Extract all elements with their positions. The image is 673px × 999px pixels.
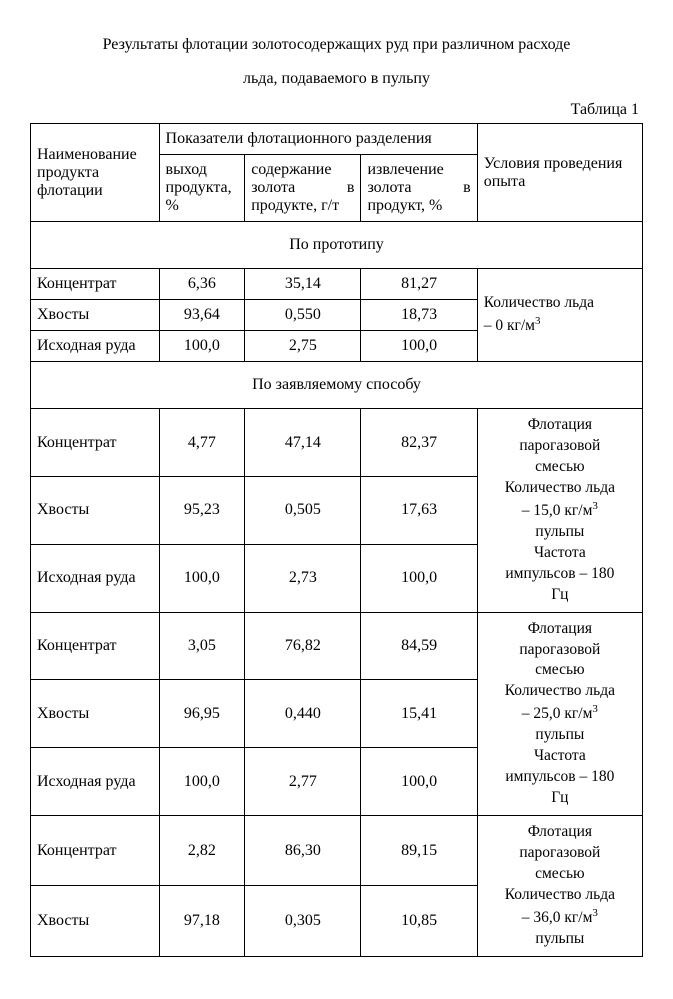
section-claimed: По заявляемому способу — [31, 362, 643, 409]
cell-content: 0,305 — [245, 886, 361, 956]
cell-yield: 93,64 — [159, 300, 245, 331]
cell-conditions: Флотация парогазовой смесью Количество л… — [477, 816, 642, 957]
cell-content: 86,30 — [245, 816, 361, 886]
cell-yield: 3,05 — [159, 612, 245, 680]
header-product-name: Наименование продукта флотации — [31, 124, 160, 222]
cell-product: Хвосты — [31, 300, 160, 331]
cell-yield: 4,77 — [159, 409, 245, 477]
cell-recovery: 81,27 — [361, 269, 477, 300]
cell-yield: 95,23 — [159, 477, 245, 545]
cell-product: Исходная руда — [31, 748, 160, 816]
header-indicators: Показатели флотационного разделения — [159, 124, 477, 155]
cell-content: 2,75 — [245, 331, 361, 362]
cell-product: Хвосты — [31, 886, 160, 956]
flotation-results-table: Наименование продукта флотации Показател… — [30, 123, 643, 957]
cell-content: 47,14 — [245, 409, 361, 477]
cell-product: Исходная руда — [31, 331, 160, 362]
table-row: Концентрат 4,77 47,14 82,37 Флотация пар… — [31, 409, 643, 477]
page-title: Результаты флотации золотосодержащих руд… — [30, 28, 643, 95]
cell-content: 2,73 — [245, 544, 361, 612]
cell-yield: 100,0 — [159, 331, 245, 362]
cell-yield: 100,0 — [159, 544, 245, 612]
header-content: содержание золота в продукте, г/т — [245, 155, 361, 222]
cell-content: 2,77 — [245, 748, 361, 816]
cell-content: 0,505 — [245, 477, 361, 545]
cell-recovery: 18,73 — [361, 300, 477, 331]
cell-product: Исходная руда — [31, 544, 160, 612]
cell-content: 0,440 — [245, 680, 361, 748]
cell-recovery: 89,15 — [361, 816, 477, 886]
section-prototype-label: По прототипу — [31, 222, 643, 269]
cell-yield: 2,82 — [159, 816, 245, 886]
cell-yield: 96,95 — [159, 680, 245, 748]
table-row: Концентрат 2,82 86,30 89,15 Флотация пар… — [31, 816, 643, 886]
table-label: Таблица 1 — [30, 101, 643, 119]
cell-product: Концентрат — [31, 816, 160, 886]
title-line-2: льда, подаваемого в пульпу — [243, 70, 430, 87]
cell-conditions: Флотация парогазовой смесью Количество л… — [477, 612, 642, 815]
header-recovery: извлечение золота в продукт, % — [361, 155, 477, 222]
cell-product: Хвосты — [31, 680, 160, 748]
cell-recovery: 84,59 — [361, 612, 477, 680]
cell-conditions: Флотация парогазовой смесью Количество л… — [477, 409, 642, 612]
cell-product: Концентрат — [31, 409, 160, 477]
cell-recovery: 100,0 — [361, 748, 477, 816]
cell-yield: 97,18 — [159, 886, 245, 956]
cell-recovery: 15,41 — [361, 680, 477, 748]
cell-product: Концентрат — [31, 269, 160, 300]
header-conditions: Условия проведения опыта — [477, 124, 642, 222]
section-prototype: По прототипу — [31, 222, 643, 269]
cell-conditions: Количество льда – 0 кг/м3 — [477, 269, 642, 362]
cell-yield: 100,0 — [159, 748, 245, 816]
cell-recovery: 100,0 — [361, 544, 477, 612]
cell-yield: 6,36 — [159, 269, 245, 300]
cell-content: 76,82 — [245, 612, 361, 680]
cell-product: Хвосты — [31, 477, 160, 545]
cell-content: 0,550 — [245, 300, 361, 331]
table-row: Концентрат 3,05 76,82 84,59 Флотация пар… — [31, 612, 643, 680]
cell-recovery: 100,0 — [361, 331, 477, 362]
header-yield: выход продукта, % — [159, 155, 245, 222]
cell-product: Концентрат — [31, 612, 160, 680]
section-claimed-label: По заявляемому способу — [31, 362, 643, 409]
table-row: Концентрат 6,36 35,14 81,27 Количество л… — [31, 269, 643, 300]
title-line-1: Результаты флотации золотосодержащих руд… — [103, 36, 571, 53]
cell-recovery: 10,85 — [361, 886, 477, 956]
cell-content: 35,14 — [245, 269, 361, 300]
header-row-1: Наименование продукта флотации Показател… — [31, 124, 643, 155]
cell-recovery: 17,63 — [361, 477, 477, 545]
cell-recovery: 82,37 — [361, 409, 477, 477]
